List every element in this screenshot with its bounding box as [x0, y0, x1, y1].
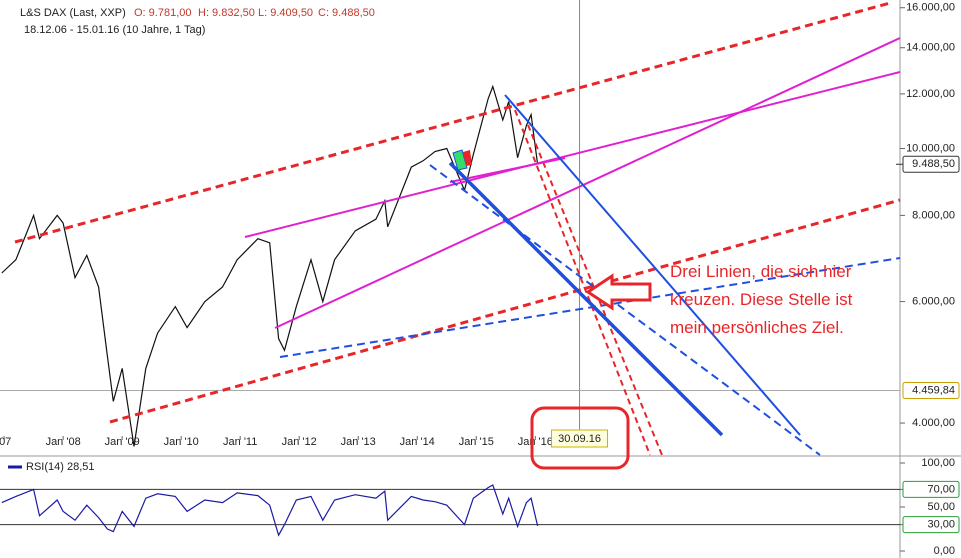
x-tick-label: Jan '08 [46, 436, 81, 448]
annotation: Drei Linien, die sich hier [670, 262, 852, 281]
level-label-box [902, 480, 960, 498]
y-tick-label: 6.000,00 [912, 295, 955, 307]
y-tick-label: 14.000,00 [906, 42, 955, 54]
trend-line [244, 71, 901, 238]
x-tick-label: Jan '09 [105, 436, 140, 448]
y-tick-label: 12.000,00 [906, 88, 955, 100]
chart-subtitle: 18.12.06 - 15.01.16 (10 Jahre, 1 Tag) [24, 24, 205, 36]
ohlc-open: O: 9.781,00 [134, 7, 192, 19]
y-tick-label: 10.000,00 [906, 142, 955, 154]
trend-line [449, 157, 566, 183]
series-line [1, 484, 539, 537]
x-tick-label: Jan '15 [459, 436, 494, 448]
x-tick-label: Jan '14 [400, 436, 435, 448]
trend-line [448, 161, 724, 437]
series-line [1, 84, 539, 447]
y-tick-label: 100,00 [921, 457, 955, 469]
level-label: 70,00 [927, 483, 955, 495]
y-tick-label: 16.000,00 [906, 2, 955, 14]
x-tick-label: Jan '10 [164, 436, 199, 448]
drawings [14, 1, 901, 470]
y-tick-label: 4.000,00 [912, 417, 955, 429]
price-label: 4.459,84 [912, 384, 955, 396]
trend-line [514, 109, 651, 456]
trend-line [429, 164, 821, 456]
x-tick-label: Jan '12 [282, 436, 317, 448]
y-tick-label: 0,00 [934, 545, 955, 557]
arrow [585, 273, 652, 311]
trend-line [14, 1, 891, 244]
annotation: kreuzen. Diese Stelle ist [670, 290, 853, 309]
ohlc-high: H: 9.832,50 [198, 7, 255, 19]
price-label-box [902, 381, 960, 399]
series-layer: 30.09.16 9.488,50 4.459,84 [1, 84, 960, 537]
x-tick-label: Jan '16 [518, 436, 553, 448]
x-tick-label: '07 [0, 436, 11, 448]
trend-line [279, 257, 901, 358]
x-tick-label: Jan '13 [341, 436, 376, 448]
ohlc-low: L: 9.409,50 [258, 7, 313, 19]
highlight-box [530, 406, 630, 470]
level-label-box [902, 516, 960, 534]
ohlc-close: C: 9.488,50 [318, 7, 375, 19]
x-tick-label: Jan '11 [223, 436, 257, 448]
trend-line [109, 198, 901, 424]
price-label-box [902, 155, 960, 173]
level-label: 30,00 [927, 519, 955, 531]
trend-line [504, 94, 801, 436]
trend-line [274, 37, 901, 329]
marker [463, 150, 472, 166]
chart-title: L&S DAX (Last, XXP) [20, 7, 126, 19]
y-tick-label: 8.000,00 [912, 209, 955, 221]
legend-label: RSI(14) 28,51 [26, 461, 94, 473]
marker [452, 149, 468, 171]
y-tick-label: 50,00 [927, 501, 955, 513]
cursor-label: 30.09.16 [558, 433, 601, 445]
price-label: 9.488,50 [912, 158, 955, 170]
cursor-label-box [551, 429, 609, 448]
annotation: mein persönliches Ziel. [670, 318, 844, 337]
